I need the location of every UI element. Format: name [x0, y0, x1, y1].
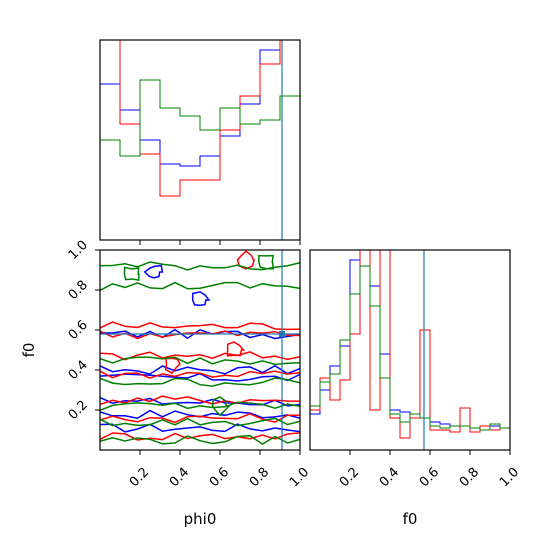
contour-green-level [100, 356, 300, 366]
f0-hist-blue-series [310, 249, 510, 429]
contour-red-level [100, 432, 300, 441]
contour-lines [100, 250, 300, 445]
contour-ytick-label: 0.4 [66, 358, 91, 383]
f0-hist-xtick-label: 0.8 [457, 465, 482, 490]
contour-blue-level [100, 396, 300, 407]
contour-green-level [100, 417, 300, 427]
contour-green-level [100, 281, 300, 291]
contour-xtick-label: 0.4 [167, 465, 192, 490]
x-axis-label-f0: f0 [403, 510, 418, 528]
phi0-hist-blue-series [100, 39, 300, 167]
contour-blue-island [191, 291, 211, 306]
contour-green-island [211, 396, 231, 417]
contour-ytick-label: 1.0 [66, 238, 91, 263]
f0-hist-xtick-label: 0.2 [337, 465, 362, 490]
contour-blue-level [100, 409, 300, 419]
contour-ytick-label: 0.2 [66, 398, 91, 423]
contour-red-level [100, 412, 300, 424]
contour-xtick-label: 0.8 [247, 465, 272, 490]
phi0-marginal-panel [99, 39, 301, 245]
f0-hist-frame [309, 249, 511, 451]
y-axis-label-f0: f0 [20, 343, 38, 358]
contour-xtick-label: 1.0 [287, 465, 312, 490]
contour-ytick-label: 0.8 [66, 278, 91, 303]
contour-red-level [100, 370, 300, 379]
contour-red-island [236, 250, 256, 270]
contour-blue-level [100, 328, 300, 340]
contour-truth-marker [279, 331, 285, 337]
contour-green-level [100, 401, 300, 411]
contour-red-level [100, 351, 300, 361]
f0-hist-green-series [310, 265, 510, 431]
f0-hist-xtick-label: 1.0 [497, 465, 522, 490]
contour-green-level [100, 434, 300, 445]
phi0-hist-green-series [100, 79, 300, 157]
contour-frame [99, 249, 301, 451]
contour-xtick-label: 0.6 [207, 465, 232, 490]
f0-hist-xtick-label: 0.6 [417, 465, 442, 490]
x-axis-label-phi0: phi0 [184, 510, 217, 528]
contour-green-level [100, 377, 300, 387]
contour-red-level [100, 330, 300, 340]
contour-blue-island [143, 264, 164, 279]
contour-blue-level [100, 423, 300, 433]
contour-ytick-label: 0.6 [66, 318, 91, 343]
contour-red-level [100, 321, 300, 331]
contour-xtick-label: 0.2 [127, 465, 152, 490]
f0-marginal-panel: 0.2 0.4 0.6 0.8 1.0 [309, 249, 522, 490]
contour-green-island [123, 266, 140, 281]
contour-blue-level [100, 364, 300, 375]
f0-hist-xtick-label: 0.4 [377, 465, 402, 490]
contour-red-level [100, 395, 300, 406]
contour-red-island [226, 341, 246, 357]
f0-hist-red-series [310, 249, 510, 439]
phi0-hist-frame [99, 39, 301, 241]
phi0-f0-contour-panel: 0.2 0.4 0.6 0.8 1.0 0.2 0.4 0.6 0.8 1.0 [66, 238, 312, 490]
contour-red-island [164, 357, 181, 375]
contour-green-island [258, 254, 275, 270]
